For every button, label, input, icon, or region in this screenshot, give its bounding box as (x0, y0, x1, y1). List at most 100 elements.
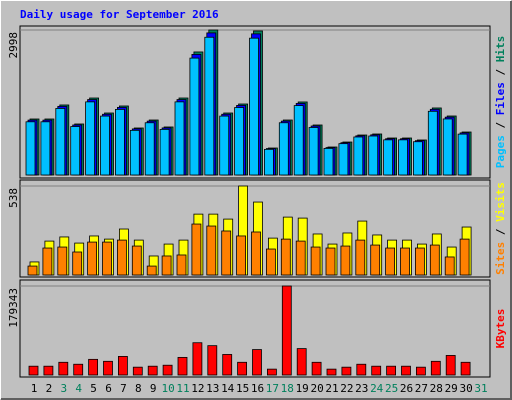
x-tick-label: 18 (281, 382, 294, 395)
x-tick-label: 26 (400, 382, 413, 395)
x-tick-label: 22 (340, 382, 353, 395)
bar (159, 128, 170, 176)
bar (459, 238, 470, 276)
bar (174, 101, 185, 176)
bar (251, 231, 261, 276)
bar (338, 143, 349, 176)
bar (370, 244, 381, 276)
x-tick-label: 3 (60, 382, 67, 395)
bar (429, 244, 440, 276)
bar (278, 122, 289, 176)
bar (177, 356, 188, 376)
x-tick-label: 20 (310, 382, 323, 395)
bar (162, 364, 173, 376)
bar (341, 366, 352, 376)
bar (325, 247, 336, 276)
legend-entry: Sites (494, 242, 507, 275)
bar (427, 110, 438, 176)
x-tick-label: 6 (105, 382, 112, 395)
bar (176, 254, 187, 276)
y-tick-label: 179343 (7, 288, 20, 328)
bar (444, 256, 455, 276)
bar (88, 358, 98, 376)
bar (442, 118, 453, 176)
x-tick-label: 2 (46, 382, 53, 395)
bar (70, 126, 81, 176)
x-tick-label: 16 (251, 382, 264, 395)
x-tick-label: 28 (430, 382, 443, 395)
bar (221, 230, 232, 276)
bar (460, 361, 471, 376)
bar (28, 365, 39, 376)
x-tick-label: 12 (191, 382, 204, 395)
bar (219, 115, 230, 176)
bar (191, 223, 202, 276)
bar (385, 247, 396, 276)
bar (103, 360, 113, 376)
x-tick-label: 19 (296, 382, 309, 395)
bar (85, 101, 95, 176)
bar (146, 265, 157, 276)
bar (131, 245, 142, 276)
bar (144, 122, 155, 176)
bar (25, 121, 36, 176)
bar (295, 240, 306, 276)
legend-entry: Files (494, 82, 507, 115)
bar (27, 265, 38, 276)
x-tick-label: 21 (325, 382, 338, 395)
bar (72, 251, 83, 276)
x-tick-label: 23 (355, 382, 368, 395)
bar (371, 365, 382, 376)
bar (430, 360, 441, 376)
x-tick-label: 9 (150, 382, 157, 395)
bar (308, 127, 319, 176)
legend-entry: Visits (494, 182, 507, 222)
bar (293, 105, 304, 176)
bar (457, 133, 468, 176)
x-tick-label: 30 (459, 382, 472, 395)
bar (117, 239, 127, 276)
x-tick-label: 15 (236, 382, 249, 395)
x-tick-label: 14 (221, 382, 235, 395)
bar (401, 365, 411, 376)
bar (132, 366, 143, 376)
x-tick-label: 11 (176, 382, 189, 395)
bar (323, 147, 334, 176)
x-tick-label: 4 (75, 382, 82, 395)
bar (192, 342, 203, 376)
y-tick-label: 2998 (7, 32, 20, 59)
bar (353, 136, 364, 176)
bar (234, 107, 245, 176)
bar (100, 115, 110, 176)
bar (55, 108, 66, 176)
bar (415, 366, 426, 376)
x-tick-label: 5 (90, 382, 97, 395)
x-tick-label: 24 (370, 382, 384, 395)
bar (412, 141, 423, 176)
bar (73, 363, 84, 376)
bar (310, 246, 321, 276)
bar (340, 245, 351, 276)
bar (206, 225, 217, 276)
y-tick-label: 538 (7, 188, 20, 208)
bar (398, 139, 408, 176)
bar (414, 247, 425, 276)
bar (266, 368, 277, 376)
x-tick-label: 1 (31, 382, 38, 395)
bar (58, 361, 69, 376)
bar (102, 241, 112, 276)
bar (87, 241, 97, 276)
bar (189, 57, 200, 176)
bar (296, 348, 307, 376)
legend: KBytes (494, 309, 507, 349)
legend-entry: KBytes (494, 309, 507, 349)
x-tick-label: 27 (415, 382, 428, 395)
bar (40, 121, 51, 176)
x-tick-label: 10 (161, 382, 174, 395)
bar (368, 135, 379, 176)
bar (280, 238, 291, 276)
x-tick-label: 17 (266, 382, 279, 395)
bar (400, 247, 410, 276)
bar (281, 285, 292, 376)
